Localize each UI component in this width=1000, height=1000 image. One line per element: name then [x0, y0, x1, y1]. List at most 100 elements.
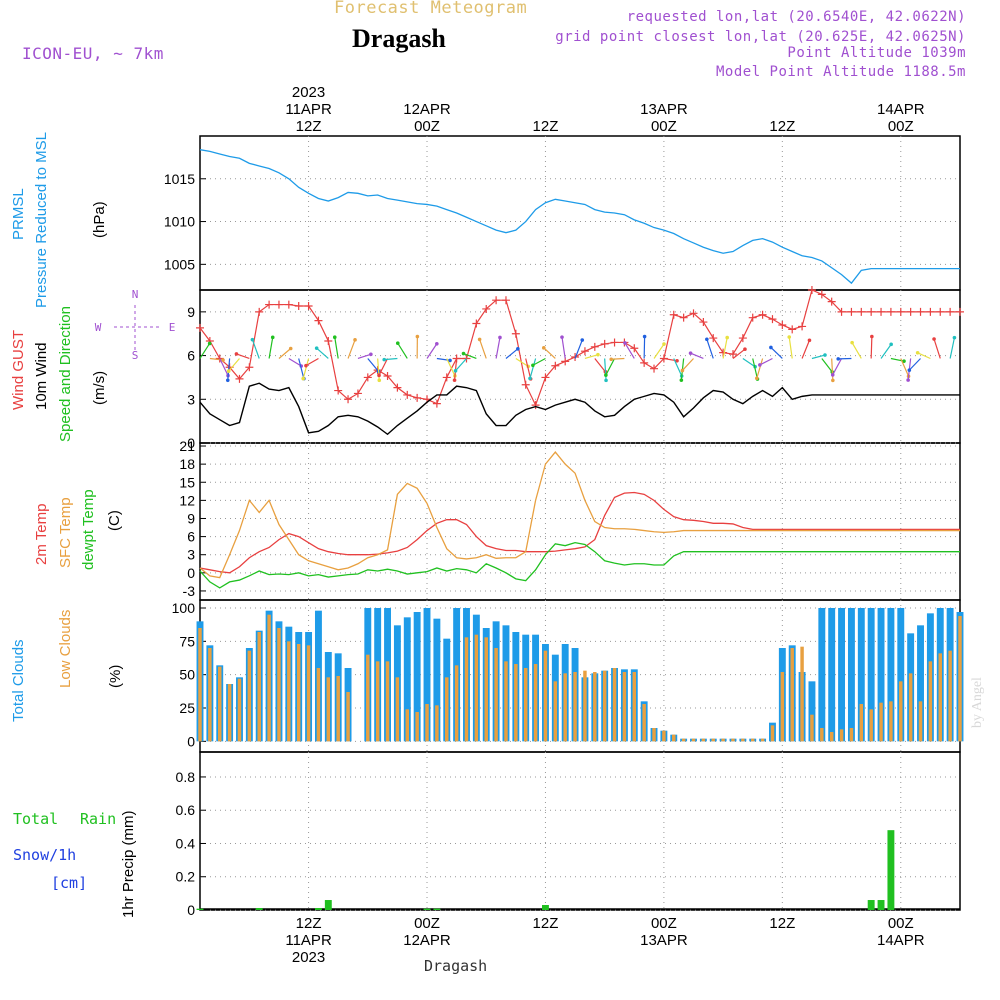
y-tick-label: -3: [183, 583, 196, 599]
gust-marker: [314, 316, 323, 325]
top-time-label: 00Z: [888, 118, 914, 135]
total-cloud-bar: [828, 608, 836, 742]
low-cloud-bar: [760, 738, 765, 742]
wind-arrow-head: [906, 378, 910, 382]
wind-arrow: [706, 339, 714, 359]
wind-arrow-head: [250, 337, 255, 342]
y-tick-label: 50: [179, 667, 195, 683]
total-cloud-bar: [857, 608, 865, 742]
wind-arrow: [288, 357, 302, 367]
low-cloud-bar: [612, 668, 617, 742]
wind-arrow: [742, 357, 756, 368]
low-cloud-bar: [405, 709, 409, 742]
wind-arrow-head: [453, 368, 458, 373]
y-tick-label: 100: [172, 600, 196, 616]
wind-arrow-head: [528, 376, 532, 381]
gust-marker: [511, 329, 520, 338]
top-time-label: 12Z: [533, 118, 559, 135]
y-tick-label: 21: [179, 438, 195, 454]
low-cloud-bar: [583, 670, 587, 742]
wind-arrow-head: [415, 334, 420, 339]
bottom-time-label: 12Z: [769, 915, 795, 932]
total-cloud-bar: [818, 608, 826, 742]
gust-marker: [403, 390, 412, 399]
wind-arrow: [278, 348, 292, 359]
gust-marker: [709, 334, 718, 343]
total-cloud-bar: [877, 608, 885, 742]
total-cloud-bar: [403, 617, 411, 742]
low-cloud-bar: [484, 637, 488, 742]
wind-arrow-head: [688, 351, 693, 355]
wind-arrow: [529, 358, 537, 379]
low-cloud-bar: [810, 714, 814, 742]
model-label: ICON-EU, ~ 7km: [22, 44, 164, 63]
low-cloud-bar: [474, 634, 479, 742]
rain-bar: [887, 830, 895, 910]
wind-arrow-head: [226, 369, 231, 373]
wind-arrow-head: [516, 347, 520, 351]
rain-bar: [877, 900, 885, 910]
low-cloud-bar: [533, 664, 538, 742]
low-cloud-bar: [711, 738, 715, 742]
total-cloud-bar: [433, 618, 441, 742]
gust-marker: [788, 325, 797, 334]
compass-e: E: [169, 321, 176, 334]
gust-marker: [531, 401, 540, 410]
wind-arrow: [298, 358, 305, 379]
wind-arrow: [722, 337, 728, 359]
y-tick-label: 25: [179, 700, 195, 716]
gust-marker: [580, 347, 589, 356]
wind-arrow-head: [675, 358, 679, 363]
gust-marker: [946, 307, 955, 316]
wind-arrow-head: [915, 350, 920, 355]
gust-marker: [807, 286, 816, 294]
top-time-label: 12Z: [769, 118, 795, 135]
wind-arrow-head: [596, 352, 600, 357]
wind-arrow: [851, 342, 862, 359]
wind-arrow: [505, 348, 519, 359]
low-cloud-bar: [672, 734, 676, 742]
wind-arrow-head: [850, 340, 854, 345]
total-cloud-bar: [413, 612, 421, 742]
bottom-time-label: 12Z: [296, 915, 322, 932]
gust-marker: [255, 307, 264, 316]
wind-arrow: [933, 338, 941, 359]
model-point-altitude: Model Point Altitude 1188.5m: [715, 64, 966, 80]
low-cloud-bar: [593, 672, 597, 742]
wind-arrow-head: [461, 351, 466, 356]
low-cloud-bar: [435, 705, 439, 742]
gust-marker: [413, 393, 422, 402]
low-cloud-bar: [306, 645, 311, 742]
low-cloud-bar: [385, 661, 390, 742]
gust-marker: [304, 302, 313, 311]
wind-arrow: [384, 357, 398, 361]
low-cloud-bar: [277, 628, 281, 742]
y-tick-label: 0.8: [176, 769, 196, 785]
wind-arrow: [756, 358, 764, 379]
wind-arrow: [228, 358, 240, 372]
wind-arrow: [479, 339, 487, 359]
wind-arrow-head: [332, 335, 337, 340]
wind-arrow: [378, 358, 389, 376]
y-tick-label: 12: [179, 492, 195, 508]
wind-arrow-head: [725, 335, 729, 340]
gust-marker: [896, 307, 905, 316]
low-cloud-bar: [257, 632, 261, 742]
wind-arrow: [811, 354, 826, 360]
gust-marker: [393, 383, 402, 392]
gust-marker: [235, 374, 244, 383]
gust-marker: [324, 337, 333, 345]
total-cloud-bar: [838, 608, 846, 742]
y-tick-label: 1005: [164, 256, 195, 272]
wind-arrow: [357, 353, 372, 360]
gust-marker: [590, 342, 599, 351]
wind-arrow: [251, 339, 260, 359]
footer-station: Dragash: [424, 957, 488, 975]
y-tick-label: 75: [179, 633, 195, 649]
low-cloud-bar: [218, 666, 222, 742]
gust-marker: [245, 363, 254, 372]
wind-arrow-head: [531, 363, 535, 368]
wind-arrow: [446, 358, 456, 377]
low-cloud-bar: [681, 738, 686, 742]
low-cloud-bar: [198, 628, 202, 742]
